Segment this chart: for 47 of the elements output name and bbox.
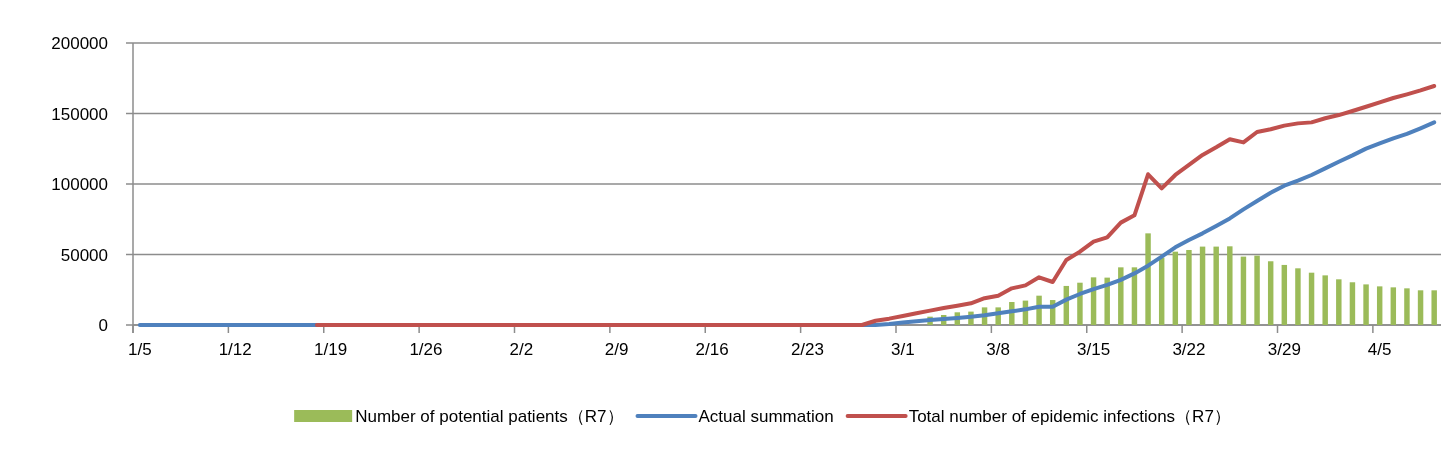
bar: [1145, 233, 1151, 325]
bar: [1172, 251, 1179, 325]
bar: [1308, 272, 1315, 325]
legend-label: Number of potential patients（R7）: [355, 407, 624, 426]
bar: [1254, 255, 1260, 325]
x-tick-label: 3/29: [1267, 340, 1301, 359]
bar: [1417, 290, 1424, 325]
x-tick-label: 2/2: [509, 340, 534, 359]
x-tick-label: 1/5: [127, 340, 152, 359]
bar: [1213, 246, 1219, 325]
bar: [1404, 288, 1410, 325]
legend-label: Actual summation: [698, 407, 834, 426]
bar: [1363, 284, 1369, 325]
bar: [1431, 290, 1437, 325]
bar: [1267, 261, 1274, 325]
bar: [1322, 275, 1328, 325]
x-tick-label: 3/22: [1172, 340, 1206, 359]
x-tick-label: 1/26: [409, 340, 443, 359]
x-tick-label: 2/16: [695, 340, 729, 359]
bar: [1118, 267, 1124, 325]
x-tick-label: 3/1: [890, 340, 915, 359]
y-tick-label: 150000: [51, 104, 108, 124]
bar: [1186, 249, 1192, 325]
y-tick-label: 50000: [60, 245, 108, 265]
y-tick-label: 0: [98, 316, 108, 335]
y-tick-label: 100000: [51, 175, 108, 194]
line-series: [314, 84, 1437, 327]
x-tick-label: 3/15: [1077, 340, 1111, 359]
bar: [1336, 279, 1342, 325]
bar: [1240, 256, 1247, 325]
bar: [1199, 246, 1206, 325]
bar: [1376, 286, 1383, 325]
bar: [1349, 282, 1356, 325]
bar: [1158, 257, 1165, 325]
bar: [1227, 246, 1233, 325]
x-tick-label: 2/9: [604, 340, 629, 359]
y-tick-label: 200000: [51, 34, 108, 53]
x-tick-label: 1/19: [314, 340, 348, 359]
bar: [1390, 287, 1397, 325]
bar: [1295, 268, 1301, 325]
bar: [1104, 277, 1110, 325]
legend-label: Total number of epidemic infections（R7）: [908, 407, 1231, 426]
x-tick-label: 1/12: [218, 340, 252, 359]
x-tick-label: 3/8: [986, 340, 1011, 359]
bar: [1281, 264, 1288, 325]
x-tick-label: 2/23: [790, 340, 824, 359]
x-tick-label: 4/5: [1367, 340, 1392, 359]
